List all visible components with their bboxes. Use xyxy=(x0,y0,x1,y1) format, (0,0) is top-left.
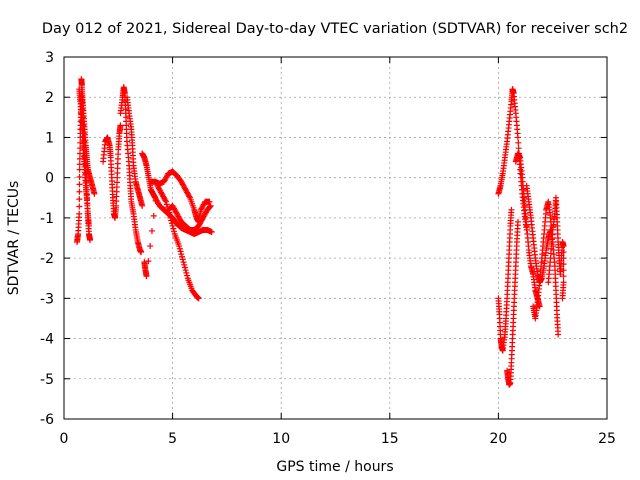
data-point xyxy=(76,188,83,195)
series-sat-track-d xyxy=(100,122,124,221)
series-sat-track-g xyxy=(139,150,215,237)
data-point xyxy=(167,214,174,221)
data-point xyxy=(176,245,183,252)
data-point xyxy=(514,134,521,141)
data-point xyxy=(181,264,188,271)
chart-title: Day 012 of 2021, Sidereal Day-to-day VTE… xyxy=(42,21,628,37)
data-point xyxy=(515,139,522,146)
data-point xyxy=(560,249,567,256)
data-point xyxy=(162,197,169,204)
y-tick-label: -4 xyxy=(40,332,54,348)
data-point xyxy=(559,295,566,302)
points-layer xyxy=(74,76,567,388)
data-point xyxy=(560,243,567,250)
x-tick-label: 15 xyxy=(381,431,399,447)
grid-layer xyxy=(64,57,607,419)
x-tick-label: 0 xyxy=(60,431,69,447)
data-point xyxy=(186,193,193,200)
data-point xyxy=(184,272,191,279)
y-tick-label: -5 xyxy=(40,372,54,388)
series-sat-track-f xyxy=(123,94,146,209)
data-point xyxy=(180,259,187,266)
y-tick-label: 3 xyxy=(45,50,54,66)
data-point xyxy=(195,295,202,302)
data-point xyxy=(143,273,150,280)
data-point xyxy=(560,273,567,280)
series-sat-track-k xyxy=(495,86,530,233)
data-point xyxy=(150,212,157,219)
series-sat-track-j xyxy=(165,202,214,233)
data-point xyxy=(178,251,185,258)
series-sat-track-e xyxy=(117,84,145,256)
data-point xyxy=(163,198,170,205)
y-tick-label: -3 xyxy=(40,291,54,307)
data-point xyxy=(152,197,159,204)
y-tick-label: 1 xyxy=(45,130,54,146)
data-point xyxy=(148,227,155,234)
series-sat-track-p xyxy=(530,198,562,338)
data-point xyxy=(177,248,184,255)
series-sat-track-b xyxy=(76,86,92,229)
x-tick-label: 5 xyxy=(168,431,177,447)
y-tick-label: 0 xyxy=(45,171,54,187)
data-point xyxy=(77,139,84,146)
data-point xyxy=(176,243,183,250)
y-tick-label: -2 xyxy=(40,251,54,267)
data-point xyxy=(147,243,154,250)
series-sat-track-m xyxy=(504,218,521,388)
data-point xyxy=(182,267,189,274)
y-axis-label: SDTVAR / TECUs xyxy=(6,181,22,296)
data-point xyxy=(168,220,175,227)
data-point xyxy=(76,203,83,210)
data-point xyxy=(207,202,214,209)
data-point xyxy=(87,237,94,244)
data-point xyxy=(560,261,567,268)
x-tick-label: 10 xyxy=(272,431,290,447)
data-point xyxy=(179,256,186,263)
data-point xyxy=(555,331,562,338)
data-point xyxy=(515,145,522,152)
data-point xyxy=(560,267,567,274)
data-point xyxy=(76,173,83,180)
data-point xyxy=(508,206,515,213)
x-axis-label: GPS time / hours xyxy=(276,459,393,475)
series-sat-track-c xyxy=(78,76,98,197)
x-tick-label: 25 xyxy=(598,431,616,447)
data-point xyxy=(138,249,145,256)
series-sat-track-q xyxy=(545,194,567,302)
data-point xyxy=(77,145,84,152)
data-point xyxy=(117,122,124,129)
data-point xyxy=(139,202,146,209)
data-point xyxy=(91,190,98,197)
y-tick-label: 2 xyxy=(45,90,54,106)
data-point xyxy=(163,201,170,208)
data-point xyxy=(208,228,215,235)
series-sat-track-l xyxy=(495,206,515,354)
data-point xyxy=(169,222,176,229)
data-point xyxy=(76,181,83,188)
data-point xyxy=(183,269,190,276)
data-point xyxy=(181,261,188,268)
y-tick-label: -1 xyxy=(40,211,54,227)
series-sat-track-i xyxy=(141,182,202,302)
x-tick-label: 20 xyxy=(489,431,507,447)
data-point xyxy=(85,222,92,229)
data-point xyxy=(179,253,186,260)
data-point xyxy=(145,258,152,265)
ticks-layer: 0 5 10 15 20 25 -6 -5 -4 -3 -2 -1 0 1 2 3 xyxy=(40,50,616,447)
data-point xyxy=(168,217,175,224)
data-point xyxy=(166,212,173,219)
data-point xyxy=(171,228,178,235)
plot-frame xyxy=(63,56,608,420)
data-point xyxy=(170,225,177,232)
data-point xyxy=(76,196,83,203)
y-tick-label: -6 xyxy=(40,412,54,428)
data-point xyxy=(560,255,567,262)
data-point xyxy=(514,218,521,225)
data-point xyxy=(76,210,83,217)
